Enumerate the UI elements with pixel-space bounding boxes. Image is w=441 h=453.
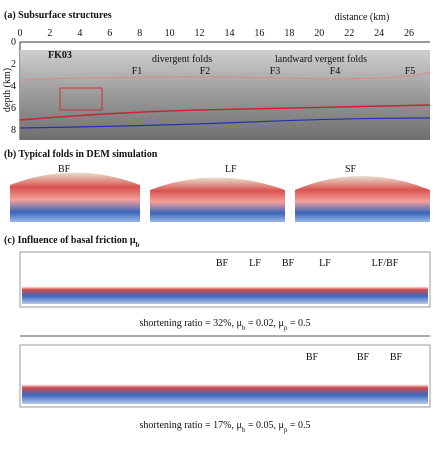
fault-label: F5 — [405, 66, 416, 77]
dem-image — [295, 176, 430, 222]
text-run: = 0.02, μ — [245, 318, 284, 329]
subscript: b — [242, 324, 246, 332]
text-run: shortening ratio = 32%, μ — [139, 318, 241, 329]
fault-label: F1 — [132, 66, 143, 77]
highlight-box — [59, 87, 103, 111]
seismic-image — [20, 50, 430, 140]
horizon — [19, 104, 431, 121]
text-run: = 0.05, μ — [245, 420, 284, 431]
fault-label: F2 — [200, 66, 211, 77]
y-tick-label: 0 — [11, 37, 16, 48]
fold-label: BF — [282, 258, 295, 269]
fold-label: BF — [58, 164, 71, 175]
subscript: p — [284, 426, 288, 434]
caption: shortening ratio = 32%, μb = 0.02, μp = … — [139, 318, 310, 332]
axis-label: depth (km) — [2, 68, 13, 112]
model-image — [22, 368, 428, 404]
subscript: b — [242, 426, 246, 434]
y-tick-label: 2 — [11, 59, 16, 70]
y-tick-label: 8 — [11, 125, 16, 136]
well-label: FK03 — [48, 50, 72, 61]
panel-box — [19, 344, 431, 408]
fold-label: BF — [390, 352, 403, 363]
x-tick-label: 12 — [195, 28, 205, 39]
y-tick-label: 4 — [11, 81, 16, 92]
annotation: landward vergent folds — [275, 54, 367, 65]
panel-title: (a) Subsurface structures — [4, 10, 112, 21]
x-tick-label: 22 — [344, 28, 354, 39]
x-tick-label: 20 — [314, 28, 324, 39]
x-tick-label: 18 — [284, 28, 294, 39]
x-tick-label: 2 — [47, 28, 52, 39]
horizon — [19, 117, 431, 129]
subscript: b — [135, 241, 139, 249]
horizon — [19, 71, 431, 81]
x-tick-label: 10 — [165, 28, 175, 39]
x-tick-label: 0 — [18, 28, 23, 39]
fold-label: BF — [357, 352, 370, 363]
dem-image — [150, 177, 285, 222]
caption: shortening ratio = 17%, μb = 0.05, μp = … — [139, 420, 310, 434]
x-tick-label: 16 — [254, 28, 264, 39]
model-image — [22, 272, 428, 304]
fold-label: LF — [225, 164, 237, 175]
text-run: = 0.5 — [287, 420, 310, 431]
fault-label: F3 — [270, 66, 281, 77]
x-tick-label: 14 — [224, 28, 234, 39]
text-run: (c) Influence of basal friction μ — [4, 235, 136, 246]
x-tick-label: 26 — [404, 28, 414, 39]
dem-image — [10, 172, 140, 222]
x-tick-label: 24 — [374, 28, 384, 39]
text-run: shortening ratio = 17%, μ — [139, 420, 241, 431]
x-tick-label: 8 — [137, 28, 142, 39]
fold-label: LF/BF — [372, 258, 399, 269]
panel-title: (c) Influence of basal friction μb — [4, 235, 139, 249]
panel-box — [19, 251, 431, 308]
panel-title: (b) Typical folds in DEM simulation — [4, 149, 158, 160]
fold-label: SF — [345, 164, 357, 175]
y-tick-label: 6 — [11, 103, 16, 114]
axis-label: distance (km) — [335, 12, 390, 23]
fold-label: LF — [249, 258, 261, 269]
fault-label: F4 — [330, 66, 341, 77]
subscript: p — [284, 324, 288, 332]
x-tick-label: 6 — [107, 28, 112, 39]
annotation: divergent folds — [152, 54, 212, 65]
fold-label: BF — [216, 258, 229, 269]
x-tick-label: 4 — [77, 28, 82, 39]
fold-label: BF — [306, 352, 319, 363]
text-run: = 0.5 — [287, 318, 310, 329]
fold-label: LF — [319, 258, 331, 269]
